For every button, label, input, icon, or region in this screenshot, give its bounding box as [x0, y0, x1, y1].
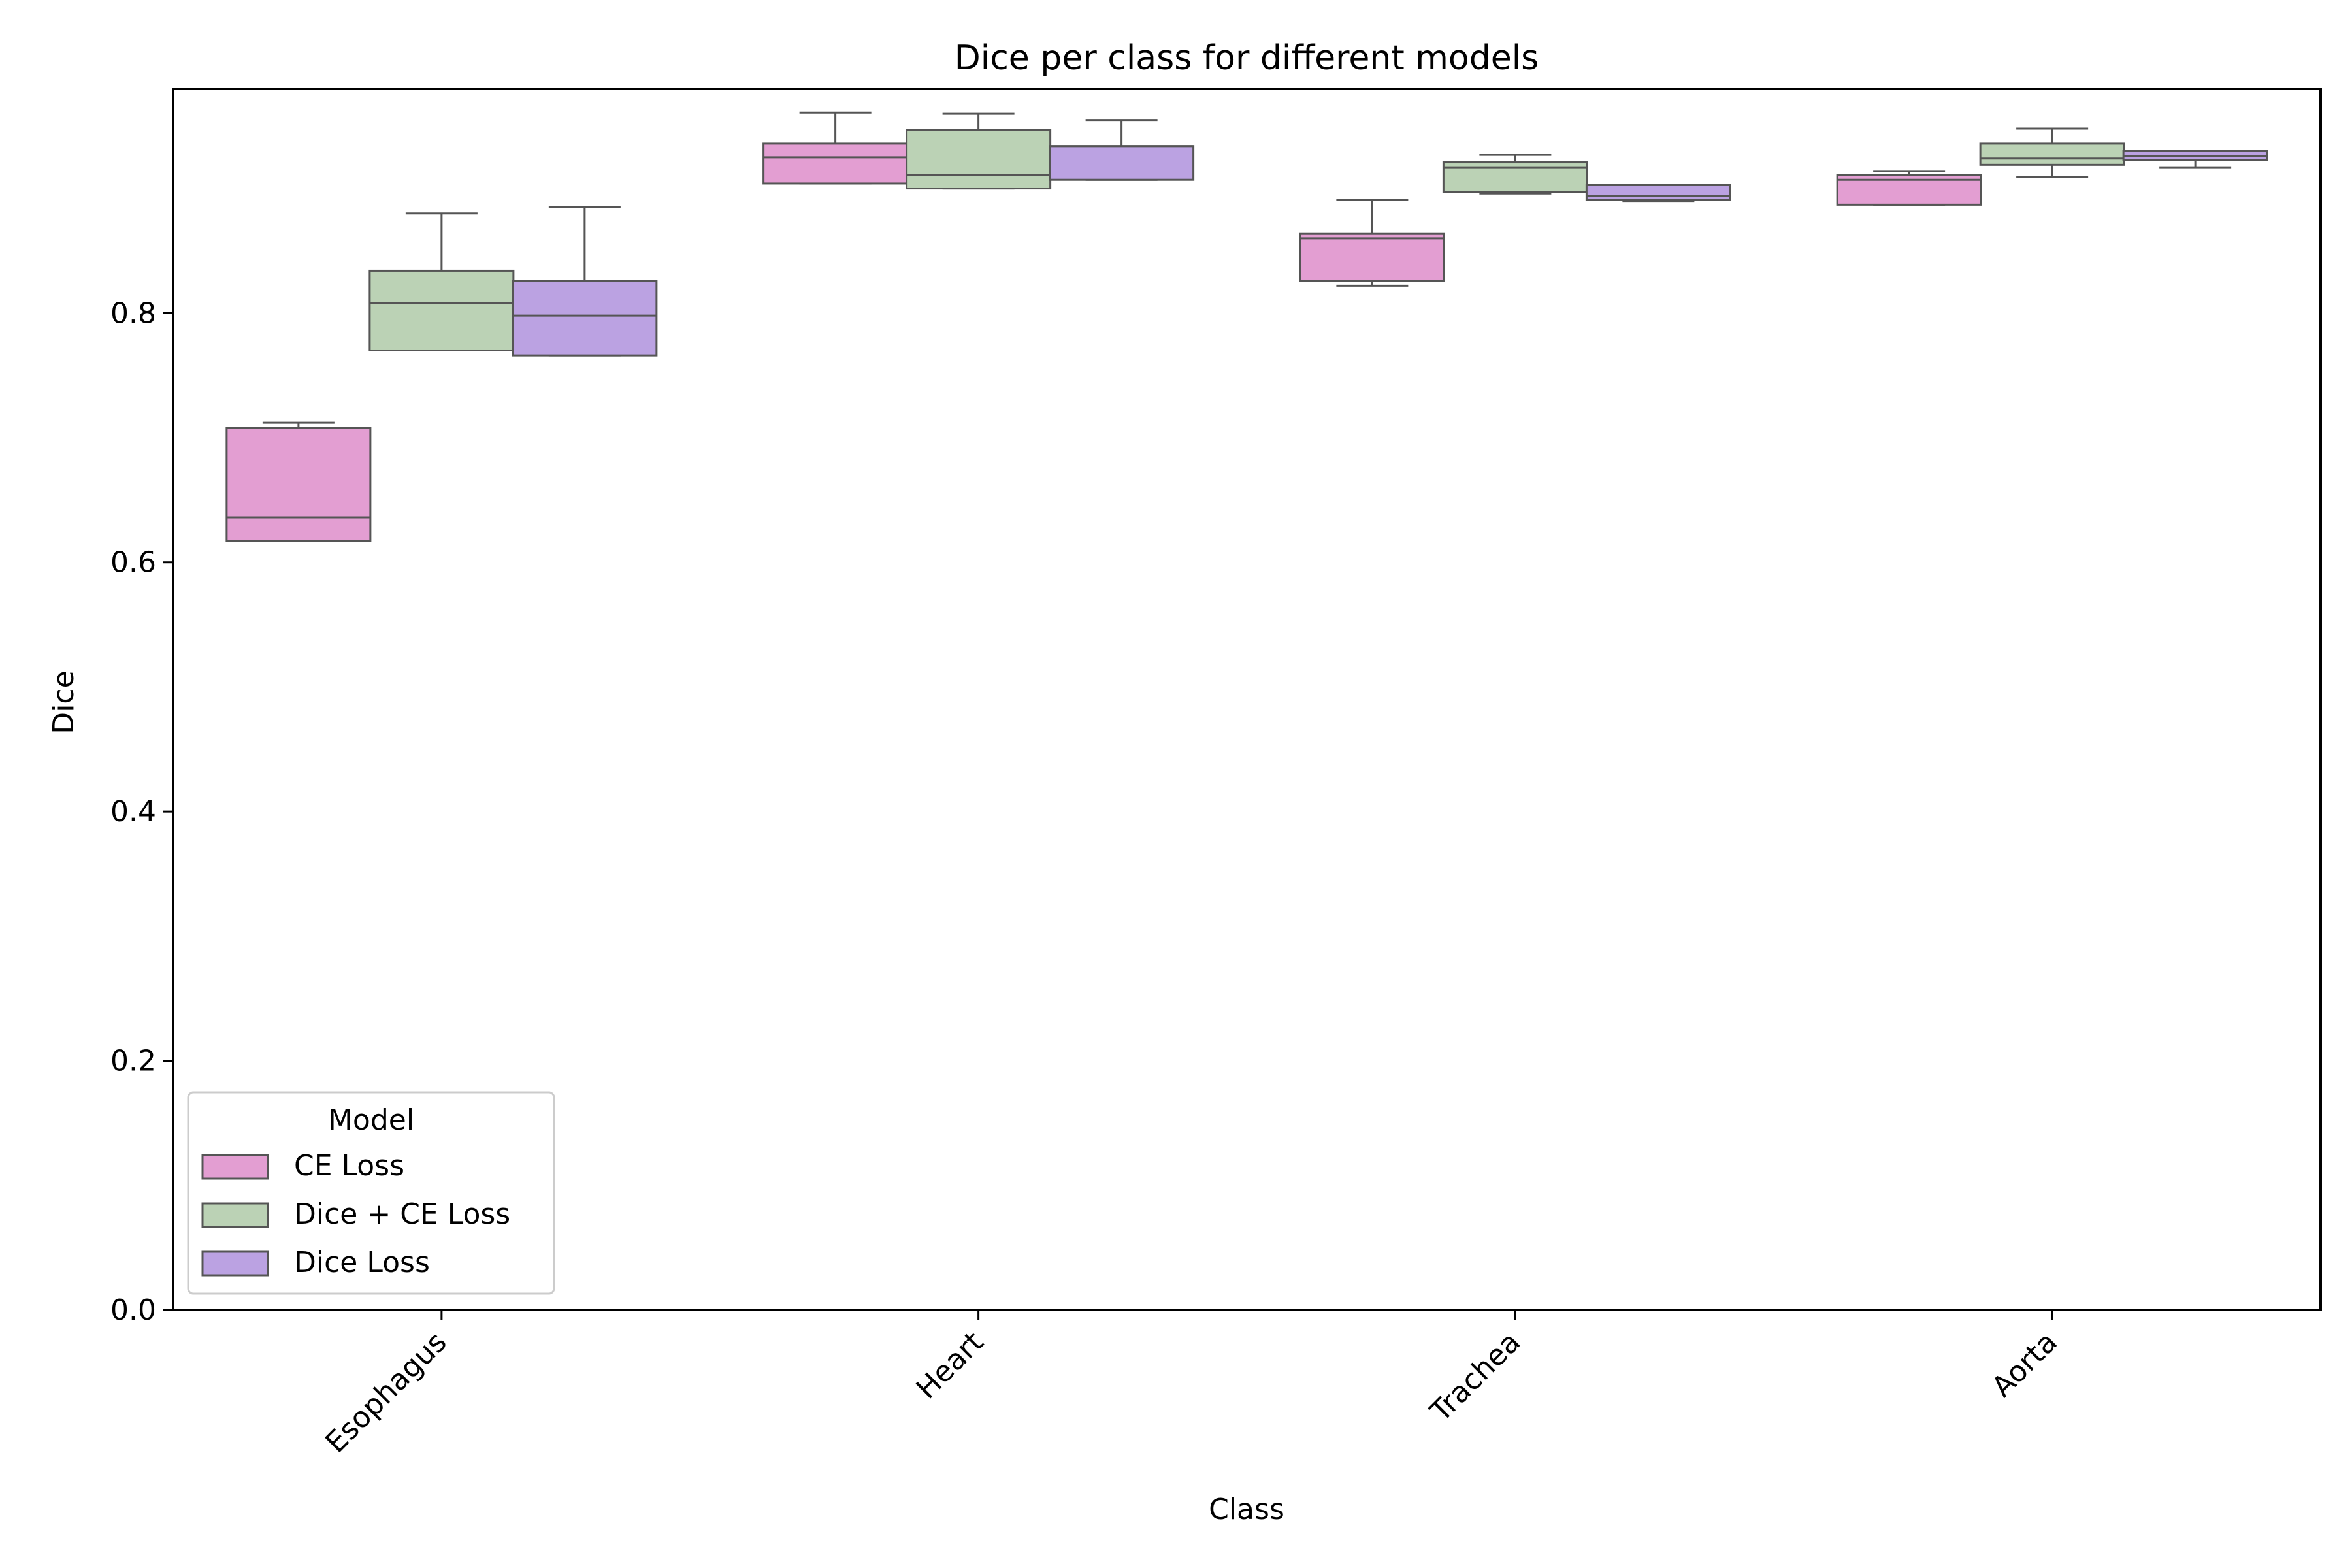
legend-frame [187, 1091, 555, 1295]
legend-entry-label: CE Loss [294, 1149, 404, 1183]
x-tick-label-esophagus: Esophagus [319, 1326, 453, 1460]
iqr-box [368, 269, 515, 352]
x-tick-label-trachea: Trachea [1424, 1326, 1527, 1429]
x-axis: Esophagus Heart Trachea Aorta [319, 1310, 2064, 1460]
legend-entry-label: Dice + CE Loss [294, 1198, 510, 1231]
legend-swatch [201, 1202, 269, 1228]
box-dice-loss-trachea [1585, 184, 1731, 203]
box-dice-ce-loss-trachea [1442, 154, 1588, 195]
box-dice-loss-heart [1049, 119, 1195, 181]
box-ce-loss-esophagus [225, 421, 372, 542]
iqr-box [906, 129, 1052, 190]
y-tick-label: 0.2 [110, 1045, 156, 1078]
axes-frame [172, 88, 2322, 1311]
y-tick-label: 0.8 [110, 297, 156, 330]
box-ce-loss-heart [762, 111, 909, 185]
box-ce-loss-trachea [1299, 199, 1445, 287]
legend-title: Model [328, 1103, 414, 1137]
x-tick-label-aorta: Aorta [1985, 1326, 2064, 1404]
y-tick-label: 0.0 [110, 1294, 156, 1327]
iqr-box [1979, 142, 2125, 166]
y-tick-label: 0.6 [110, 546, 156, 580]
legend-swatch [201, 1154, 269, 1180]
x-tick-label-heart: Heart [910, 1326, 990, 1406]
box-dice-ce-loss-heart [906, 112, 1052, 190]
iqr-box [225, 427, 372, 542]
legend: Model CE Loss Dice + CE Loss Dice Loss [187, 1091, 555, 1295]
legend-swatch [201, 1250, 269, 1277]
plot-area [225, 111, 2268, 542]
box-dice-loss-aorta [2122, 150, 2268, 169]
box-dice-ce-loss-aorta [1979, 127, 2125, 178]
y-tick-label: 0.4 [110, 795, 156, 828]
iqr-box [762, 142, 909, 185]
y-axis: 0.0 0.2 0.4 0.6 0.8 [110, 297, 173, 1327]
x-axis-label: Class [1209, 1493, 1284, 1526]
legend-entry-label: Dice Loss [294, 1246, 430, 1279]
box-ce-loss-aorta [1836, 170, 1982, 206]
box-dice-ce-loss-esophagus [368, 212, 515, 352]
box-dice-loss-esophagus [512, 206, 658, 357]
iqr-box [1299, 232, 1445, 282]
iqr-box [1585, 184, 1731, 201]
iqr-box [512, 280, 658, 357]
y-axis-label: Dice [47, 670, 80, 734]
iqr-box [1049, 145, 1195, 181]
chart-title: Dice per class for different models [955, 39, 1539, 78]
